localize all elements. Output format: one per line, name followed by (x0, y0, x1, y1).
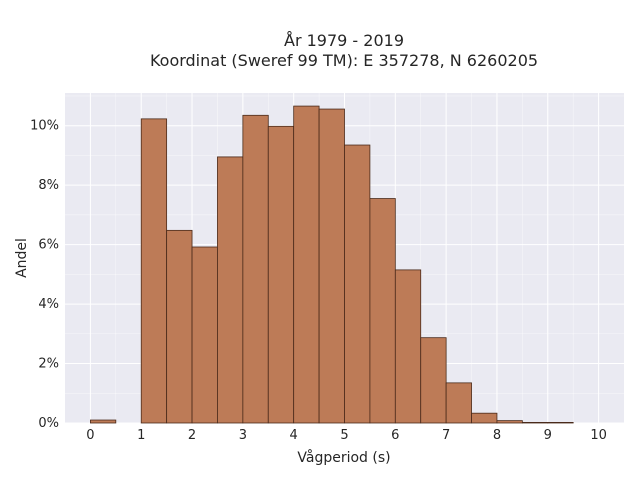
histogram-bar (471, 412, 498, 424)
y-tick-label: 10% (30, 119, 59, 134)
histogram-bar (90, 419, 117, 424)
histogram-bar (521, 421, 549, 424)
y-tick-label: 0% (38, 416, 59, 431)
histogram-bar (394, 269, 422, 424)
x-tick-label: 5 (340, 428, 348, 443)
x-axis-label: Vågperiod (s) (297, 449, 390, 466)
y-axis-label: Andel (14, 238, 30, 278)
chart-subtitle: Koordinat (Sweref 99 TM): E 357278, N 62… (150, 51, 538, 70)
x-tick-label: 10 (590, 428, 607, 443)
histogram-bar (496, 420, 523, 424)
histogram-bar (445, 382, 472, 424)
y-tick-label: 4% (38, 297, 59, 312)
histogram-bar (242, 114, 269, 424)
x-tick-label: 9 (544, 428, 552, 443)
histogram-bar (191, 246, 218, 424)
histogram-bar (140, 118, 168, 424)
histogram-bar (293, 105, 320, 424)
x-tick-label: 6 (391, 428, 399, 443)
y-axis-ticks: 0% 2% 4% 6% 8% 10% (30, 119, 59, 431)
x-tick-label: 1 (137, 428, 145, 443)
y-tick-label: 6% (38, 238, 59, 253)
x-axis-ticks: 0 1 2 3 4 5 6 7 8 9 10 (86, 428, 607, 443)
x-tick-label: 4 (290, 428, 298, 443)
y-tick-label: 2% (38, 357, 59, 372)
histogram-bar (420, 337, 447, 424)
chart-title: År 1979 - 2019 (284, 31, 404, 50)
histogram-bar (318, 108, 345, 424)
histogram-bar (547, 421, 574, 424)
x-tick-label: 7 (442, 428, 450, 443)
histogram-bar (217, 156, 244, 424)
histogram-bar (369, 198, 396, 424)
x-tick-label: 2 (188, 428, 196, 443)
histogram-bar (267, 125, 295, 424)
histogram-bar (166, 229, 193, 424)
x-tick-label: 0 (86, 428, 94, 443)
bar-series (90, 105, 574, 424)
histogram-bar (344, 144, 371, 424)
x-tick-label: 8 (493, 428, 501, 443)
y-tick-label: 8% (38, 178, 59, 193)
x-tick-label: 3 (239, 428, 247, 443)
